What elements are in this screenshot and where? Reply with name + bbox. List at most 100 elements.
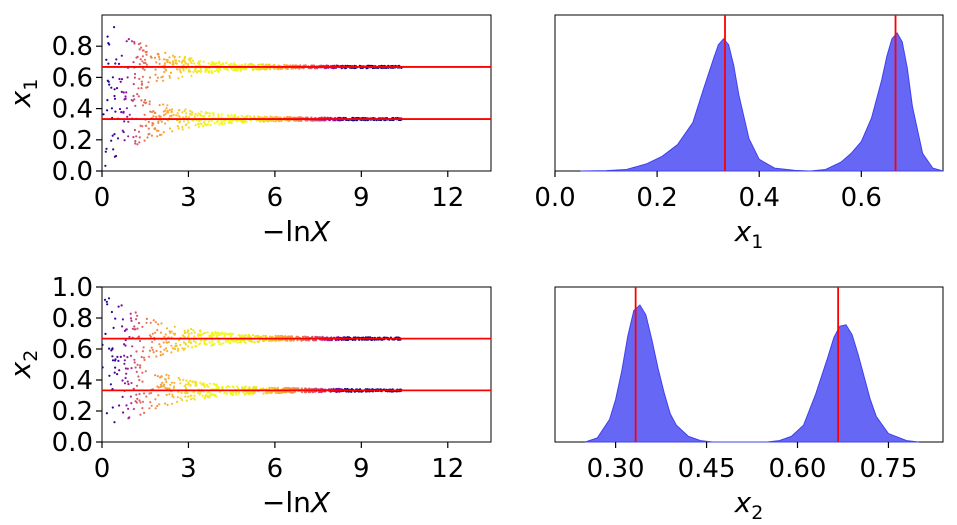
sample-point (283, 63, 286, 66)
sample-point (158, 343, 161, 346)
sample-point (114, 62, 117, 65)
sample-point (205, 343, 208, 346)
sample-point (122, 110, 125, 113)
sample-point (110, 139, 113, 142)
sample-point (162, 383, 166, 386)
sample-point (145, 63, 148, 66)
y-tick-label: 0.6 (52, 63, 93, 93)
sample-point (110, 349, 113, 352)
sample-point (230, 68, 233, 71)
sample-point (151, 124, 154, 127)
sample-point (291, 391, 295, 394)
sample-point (217, 115, 220, 119)
sample-point (148, 407, 151, 410)
sample-point (187, 381, 190, 384)
sample-point (192, 397, 195, 400)
sample-point (135, 370, 138, 373)
trace-x2-frame (101, 286, 492, 443)
sample-point (172, 63, 175, 66)
sample-point (202, 125, 205, 128)
sample-point (141, 125, 144, 128)
sample-point (185, 112, 188, 115)
sample-point (134, 366, 137, 369)
trace-x2-ylabel: x2 (4, 350, 42, 380)
sample-point (177, 127, 180, 130)
sample-point (184, 108, 187, 111)
sample-point (182, 116, 185, 119)
sample-point (188, 109, 192, 112)
x-tick-label: 6 (267, 183, 284, 213)
sample-point (121, 395, 124, 398)
sample-point (178, 121, 181, 124)
sample-point (151, 121, 154, 125)
sample-point (126, 115, 129, 118)
sample-point (328, 339, 331, 342)
sample-point (127, 407, 130, 410)
posterior-x2-panel: 0.30 0.45 0.60 0.75 x2 (554, 286, 944, 524)
sample-point (312, 339, 315, 342)
sample-point (131, 345, 134, 348)
sample-point (185, 386, 188, 389)
sample-point (145, 124, 148, 127)
sample-point (191, 346, 194, 349)
sample-point (123, 139, 126, 142)
sample-point (183, 331, 186, 335)
sample-point (106, 109, 109, 112)
sample-point (168, 61, 171, 64)
sample-point (143, 68, 146, 71)
trace-x1-frame (101, 14, 492, 172)
sample-point (126, 380, 129, 383)
sample-point (292, 387, 295, 390)
sample-point (198, 343, 201, 346)
sample-point (172, 396, 175, 399)
sample-point (113, 421, 116, 424)
sample-point (122, 91, 125, 94)
sample-point (248, 392, 251, 395)
sample-point (152, 115, 155, 118)
sample-point (212, 382, 215, 385)
sample-point (176, 125, 179, 128)
sample-point (106, 303, 109, 306)
sample-point (143, 58, 147, 61)
sample-point (141, 380, 144, 383)
sample-point (180, 391, 183, 394)
sample-point (264, 391, 267, 394)
sample-point (133, 42, 136, 45)
sample-point (111, 355, 114, 358)
sample-point (119, 355, 122, 358)
sample-point (162, 131, 165, 134)
sample-point (141, 407, 144, 410)
sample-point (126, 367, 129, 370)
sample-point (139, 42, 142, 45)
posterior-x1-xlabel: x1 (734, 215, 764, 253)
sample-point (252, 68, 255, 71)
sample-point (182, 120, 185, 123)
sample-point (164, 347, 168, 350)
y-tick-label: 0.2 (52, 397, 93, 427)
sample-point (113, 97, 117, 100)
sample-point (155, 115, 158, 118)
sample-point (228, 385, 231, 388)
sample-point (162, 110, 165, 113)
posterior-x2-xlabel: x2 (734, 486, 764, 524)
x-tick-label: 0.4 (739, 183, 780, 213)
sample-point (244, 387, 247, 390)
y-tick-label: 0.4 (52, 366, 93, 396)
sample-point (116, 373, 119, 376)
sample-point (230, 334, 233, 337)
sample-point (189, 398, 193, 401)
sample-point (272, 120, 275, 123)
sample-point (150, 346, 153, 349)
sample-point (279, 334, 282, 338)
sample-point (136, 55, 139, 59)
sample-point (268, 68, 272, 71)
sample-point (219, 333, 222, 336)
sample-point (106, 99, 109, 102)
sample-point (215, 62, 218, 65)
sample-point (169, 114, 172, 118)
sample-point (255, 386, 258, 389)
sample-point (172, 386, 175, 390)
sample-point (144, 370, 147, 373)
sample-point (160, 120, 163, 123)
sample-point (199, 334, 202, 337)
